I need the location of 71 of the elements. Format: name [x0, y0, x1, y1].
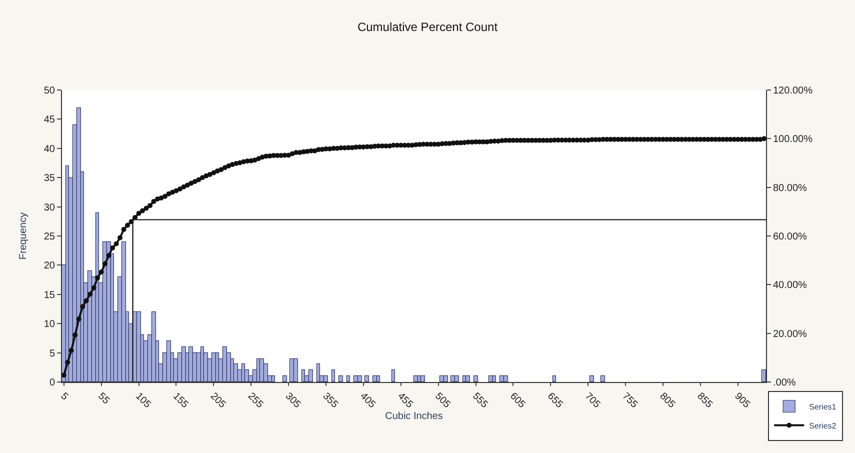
x-tick-label: 305: [282, 390, 303, 411]
bar: [121, 241, 126, 382]
y2-tick-label: 100.00%: [773, 134, 813, 146]
x-tick-label: 155: [170, 390, 190, 411]
bar: [338, 375, 343, 382]
x-tick-label: 205: [208, 390, 228, 411]
y-tick-label: 25: [44, 232, 56, 242]
x-tick-label: 705: [582, 390, 602, 411]
chart-title: Cumulative Percent Count: [357, 20, 498, 34]
bar: [492, 375, 496, 382]
bar: [331, 369, 335, 382]
y2-tick-label: 60.00%: [773, 232, 808, 242]
bar: [316, 363, 320, 382]
x-tick-label: 805: [657, 390, 678, 411]
bar: [376, 375, 380, 382]
bar: [308, 369, 313, 382]
y2-tick-label: 20.00%: [773, 328, 808, 340]
y-tick-label: 35: [44, 173, 56, 184]
y2-tick-label: 40.00%: [773, 280, 808, 292]
y2-tick-label: 80.00%: [773, 182, 808, 194]
y-tick-label: 20: [44, 260, 56, 272]
bar: [473, 375, 478, 382]
x-tick-label: 755: [620, 390, 640, 411]
bar: [454, 375, 459, 382]
bar: [364, 375, 369, 382]
y-tick-label: 0: [49, 378, 56, 388]
y-tick-label: 10: [44, 319, 56, 330]
bar: [357, 375, 362, 382]
bar: [465, 375, 470, 382]
bar: [271, 375, 275, 382]
x-tick-label: 255: [245, 390, 266, 411]
bar: [346, 375, 350, 382]
x-tick-label: 555: [470, 390, 490, 411]
bar: [420, 375, 425, 382]
bar: [391, 369, 395, 382]
y-axis-title: Frequency: [18, 212, 29, 260]
x-tick-label: 355: [320, 390, 340, 411]
bar: [166, 340, 171, 382]
bar: [151, 311, 156, 382]
y2-tick-label: 120.00%: [773, 86, 813, 96]
y-tick-label: 5: [49, 348, 56, 360]
bar: [293, 358, 298, 382]
bar: [301, 369, 305, 382]
bar: [323, 375, 328, 382]
bar: [503, 375, 508, 382]
x-tick-label: 55: [96, 390, 112, 407]
bar: [136, 311, 141, 382]
x-tick-label: 655: [545, 390, 565, 411]
y-tick-label: 15: [44, 290, 56, 301]
x-axis-title: Cubic Inches: [385, 410, 443, 422]
x-tick-label: 105: [133, 390, 153, 411]
legend-label: Series1: [809, 402, 837, 412]
y-tick-label: 45: [44, 114, 56, 126]
bar: [552, 375, 556, 382]
bar: [761, 369, 766, 382]
bar: [600, 375, 605, 382]
x-tick-label: 855: [694, 390, 715, 411]
x-tick-label: 505: [432, 390, 453, 411]
bar: [282, 375, 287, 382]
y2-tick-label: .00%: [773, 378, 796, 388]
legend-label: Series2: [809, 421, 837, 430]
bar: [589, 375, 594, 382]
x-tick-label: 605: [508, 390, 528, 411]
y-tick-label: 50: [44, 86, 56, 96]
x-tick-label: 455: [395, 390, 416, 411]
x-tick-label: 5: [58, 390, 70, 403]
x-tick-label: 905: [732, 390, 752, 411]
x-tick-label: 405: [358, 390, 378, 411]
y-tick-label: 30: [44, 202, 56, 214]
bar: [443, 375, 448, 382]
y-tick-label: 40: [44, 144, 56, 155]
